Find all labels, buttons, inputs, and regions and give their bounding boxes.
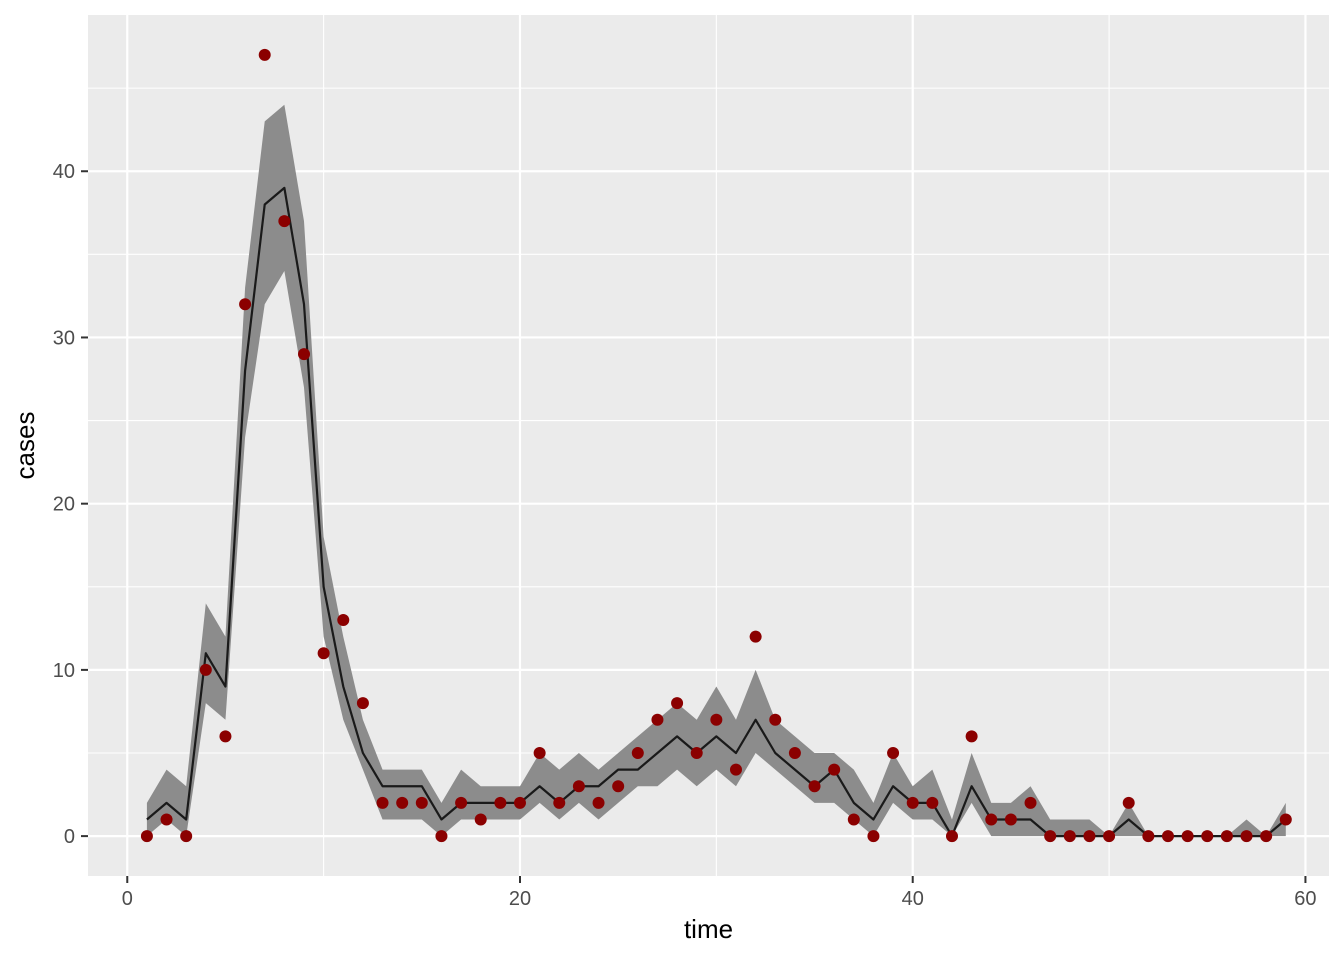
major-gridlines [88,15,1329,876]
data-point [572,780,585,793]
data-point [828,763,841,776]
y-tick-label: 20 [53,494,75,516]
minor-gridlines [88,15,1329,876]
data-point [749,630,762,643]
data-point [729,763,742,776]
data-point [160,813,173,826]
data-point [1004,813,1017,826]
confidence-ribbon [146,104,1286,837]
y-tick-label: 40 [53,161,75,183]
x-tick-label: 0 [122,888,133,910]
data-point [1063,830,1076,843]
data-point [867,830,880,843]
data-point [690,747,703,759]
data-point [1103,830,1116,843]
data-point [356,697,369,710]
fitted-line [146,186,1287,838]
data-point [1161,830,1174,843]
y-tick-label: 0 [64,826,75,848]
data-point [1044,830,1057,843]
data-point [1260,830,1273,843]
data-point [513,796,526,809]
data-point [180,830,193,843]
y-tick-label: 10 [53,660,75,682]
data-point [1083,830,1096,843]
data-point [710,713,723,726]
data-point [1142,830,1155,843]
data-point [1181,830,1194,843]
data-point [337,614,350,627]
ribbon-area [146,104,1286,837]
data-point [965,730,978,743]
x-axis: 0 20 40 60 [122,876,1317,910]
data-point [474,813,487,826]
data-point [651,713,664,726]
data-point [435,830,448,843]
data-point [887,747,900,759]
data-point [1220,830,1233,843]
data-point [847,813,860,826]
x-tick-label: 20 [509,888,531,910]
y-axis: 0 10 20 30 40 [53,161,88,848]
data-point [278,215,291,228]
data-point [631,747,644,759]
data-point [1201,830,1214,843]
data-point [317,647,330,660]
x-tick-label: 40 [902,888,924,910]
observed-points [140,48,1292,843]
y-axis-title: cases [10,412,40,480]
data-point [1240,830,1253,843]
x-tick-label: 60 [1294,888,1316,910]
fitted-line-path [146,186,1287,838]
data-point [553,796,566,809]
data-point [239,298,252,311]
y-tick-label: 30 [53,327,75,349]
data-point [219,730,232,743]
data-point [985,813,998,826]
x-axis-title: time [684,914,733,944]
data-point [769,713,782,726]
data-point [298,348,310,361]
data-point [533,747,546,759]
data-point [396,796,409,809]
data-point [140,830,153,843]
data-point [906,796,919,809]
data-point [1024,796,1037,809]
data-point [808,780,821,793]
data-point [926,796,939,809]
data-point [788,747,801,759]
data-point [455,796,468,809]
data-point [1279,813,1292,826]
data-point [199,663,212,676]
data-point [376,796,389,809]
data-point [258,48,271,61]
data-point [415,796,428,809]
data-point [592,796,605,809]
data-point [612,780,625,793]
data-point [671,697,684,710]
data-point [1122,796,1135,809]
data-point [494,796,507,809]
data-point [945,830,958,843]
